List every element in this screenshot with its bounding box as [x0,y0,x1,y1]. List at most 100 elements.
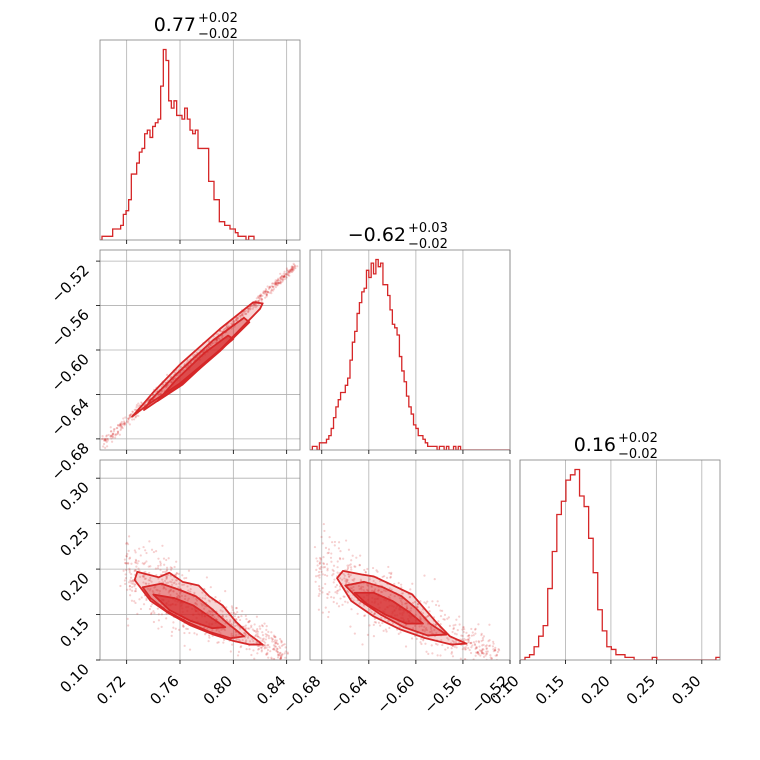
scatter-point [279,661,281,663]
scatter-point [363,568,366,572]
scatter-point [400,583,403,586]
scatter-point [158,592,161,595]
scatter-point [344,600,347,603]
scatter-point [481,647,484,651]
scatter-point [434,623,437,626]
scatter-point [178,628,181,632]
scatter-point [157,627,160,630]
scatter-point [239,627,242,630]
scatter-point [431,652,434,655]
scatter-point [220,336,224,339]
scatter-point [211,611,214,614]
scatter-point [231,606,234,610]
scatter-point [381,575,384,579]
y-tick-label: 0.30 [56,478,92,514]
scatter-point [207,345,210,348]
scatter-point [174,627,177,630]
scatter-point [128,415,131,418]
scatter-point [186,585,189,588]
scatter-point [208,610,212,613]
scatter-point [139,607,143,611]
scatter-point [344,582,348,585]
scatter-point [273,635,276,638]
scatter-point [150,611,153,614]
scatter-point [258,625,261,628]
scatter-point [258,297,261,301]
scatter-point [169,568,173,571]
scatter-point [154,567,158,570]
scatter-point [277,281,280,285]
scatter-point [134,408,137,411]
scatter-point [467,639,470,642]
scatter-point [260,298,264,301]
scatter-point [493,661,495,663]
scatter-point [283,270,286,273]
scatter-point [262,290,265,293]
scatter-point [430,644,433,647]
scatter-point [439,654,442,657]
scatter-point [353,565,356,568]
scatter-point [276,279,280,282]
scatter-point [477,623,480,626]
scatter-point [339,550,342,553]
scatter-point [279,272,282,275]
scatter-point [116,430,120,433]
scatter-point [175,572,178,575]
scatter-point [333,578,336,581]
scatter-point [126,617,129,620]
scatter-point [143,574,146,577]
scatter-point [350,587,354,590]
scatter-point [447,616,450,619]
scatter-point [134,558,138,561]
scatter-point [469,651,473,655]
scatter-point [288,270,291,273]
scatter-point [152,610,155,613]
scatter-point [434,603,438,607]
scatter-point [178,592,182,595]
scatter-point [277,281,280,284]
y-tick-label: 0.20 [56,569,92,605]
scatter-point [114,433,117,436]
scatter-point [148,607,152,611]
scatter-point [495,654,498,657]
scatter-point [422,639,425,642]
scatter-point [214,596,217,599]
scatter-point [113,428,116,431]
scatter-point [181,583,184,587]
scatter-point [146,587,150,590]
scatter-point [181,624,185,627]
scatter-point [228,620,232,623]
scatter-point [345,581,348,584]
scatter-point [133,408,136,411]
scatter-point [454,641,457,644]
scatter-point [260,646,263,649]
scatter-point [195,597,198,601]
scatter-point [141,562,144,565]
scatter-point [279,280,282,284]
scatter-point [475,651,478,654]
scatter-point [260,299,263,303]
scatter-point [421,612,425,615]
scatter-point [461,648,464,651]
title-median: 0.77 [154,14,196,36]
panel-frame-4 [99,459,301,661]
scatter-point [256,644,259,648]
scatter-point [120,425,124,429]
scatter-point [209,613,212,616]
scatter-point [436,643,439,646]
scatter-point [336,560,339,563]
scatter-point [470,641,473,644]
scatter-point [450,652,453,655]
scatter-point [362,585,365,589]
y-tick-label: −0.52 [48,261,93,306]
scatter-point [115,433,118,436]
scatter-point [125,562,128,565]
scatter-point [446,636,449,640]
scatter-point [489,644,492,647]
x-tick-label: 0.15 [532,672,568,708]
scatter-point [180,594,183,597]
scatter-point [466,671,468,673]
scatter-point [129,579,132,582]
scatter-point [456,628,459,632]
scatter-point [272,648,275,651]
